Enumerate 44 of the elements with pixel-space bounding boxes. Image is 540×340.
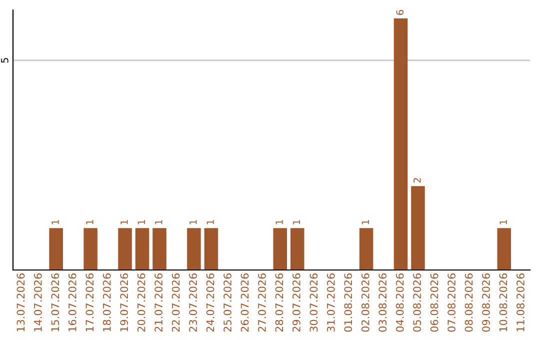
data-label: 2 [413,178,421,183]
x-tick-label: 16.07.2026 [68,273,76,332]
x-tick-label: 20.07.2026 [137,273,146,332]
x-tick-label: 07.08.2026 [448,273,456,332]
x-tick-label: 21.07.2026 [154,273,163,332]
x-tick-label: 18.07.2026 [102,273,111,332]
data-label: 1 [138,220,145,224]
x-tick-label: 03.08.2026 [378,273,387,332]
x-tick-label: 05.08.2026 [413,273,422,332]
y-tick-label: 5 [1,58,8,63]
data-label: 1 [155,220,162,224]
x-tick-label: 02.08.2026 [361,273,370,332]
x-tick-label: 04.08.2026 [396,273,404,332]
x-tick-label: 22.07.2026 [172,273,180,332]
data-label: 1 [500,220,507,224]
x-tick-label: 28.07.2026 [275,273,284,332]
x-tick-label: 30.07.2026 [310,273,318,332]
x-tick-label: 13.07.2026 [16,273,25,332]
x-tick-label: 15.07.2026 [51,273,60,332]
x-tick-label: 25.07.2026 [224,273,232,332]
data-label: 1 [206,220,214,224]
data-label: 6 [396,10,404,15]
x-tick-label: 14.07.2026 [34,273,42,332]
x-tick-label: 01.08.2026 [344,273,352,332]
x-tick-label: 08.08.2026 [464,273,473,332]
data-label: 1 [292,220,300,224]
x-tick-label: 26.07.2026 [240,273,249,332]
x-tick-label: 19.07.2026 [120,273,128,332]
data-label: 1 [190,220,197,224]
x-tick-label: 11.08.2026 [516,273,524,332]
data-label: 1 [86,220,94,224]
x-tick-label: 27.07.2026 [258,273,266,332]
data-label: 1 [362,220,369,224]
data-label: 1 [52,220,59,224]
data-label: 1 [120,220,128,224]
x-tick-label: 24.07.2026 [206,273,214,332]
x-tick-label: 23.07.2026 [189,273,197,332]
x-tick-label: 29.07.2026 [292,273,300,332]
data-label: 1 [276,220,283,224]
x-tick-label: 31.07.2026 [326,273,335,332]
x-tick-label: 17.07.2026 [86,273,94,332]
x-tick-label: 09.08.2026 [482,273,490,332]
x-tick-label: 10.08.2026 [499,273,508,332]
x-tick-label: 06.08.2026 [430,273,438,332]
